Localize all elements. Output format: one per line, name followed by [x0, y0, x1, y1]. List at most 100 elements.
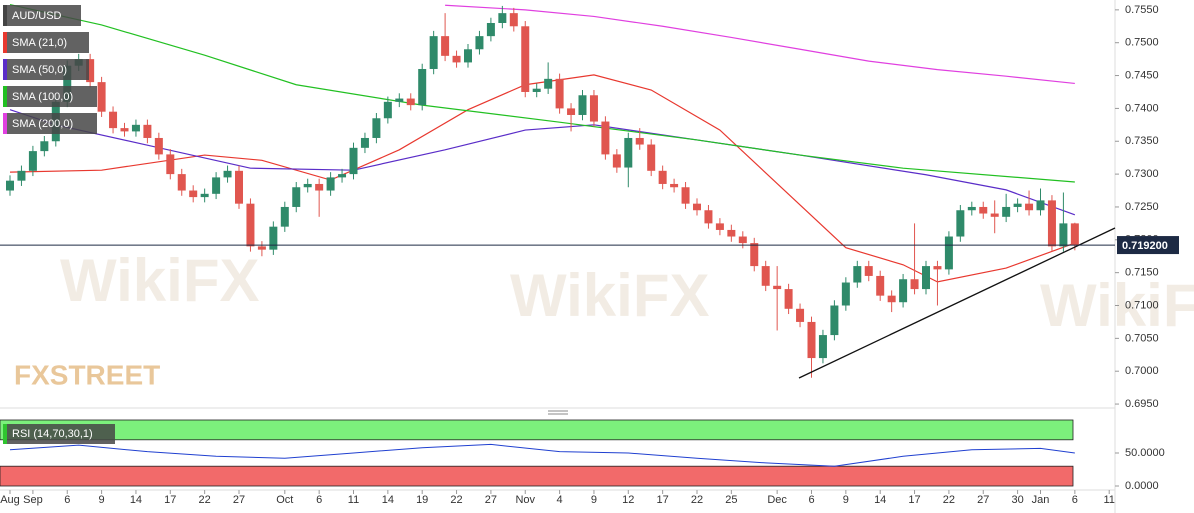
x-tick-label: 6	[64, 494, 70, 506]
rsi-tick-label: 0.0000	[1125, 480, 1159, 492]
trend-line	[798, 227, 1116, 379]
x-tick-label: 22	[450, 494, 462, 506]
oversold-zone	[0, 465, 1074, 487]
candle-body	[578, 95, 587, 115]
candle-body	[670, 183, 679, 188]
candle-body	[280, 206, 289, 227]
x-tick-label: 9	[591, 494, 597, 506]
candle-body	[315, 183, 324, 191]
candle-body	[876, 275, 885, 296]
candle-body	[922, 266, 930, 290]
x-tick-label: Nov	[515, 494, 535, 506]
x-tick-label: 22	[691, 494, 703, 506]
candle-body	[441, 36, 450, 56]
y-tick-label: 0.7250	[1125, 201, 1159, 213]
x-tick-label: 17	[657, 494, 669, 506]
panel-handle[interactable]	[548, 410, 568, 415]
candle-body	[1025, 203, 1034, 211]
watermark: WikiFX	[510, 262, 709, 329]
candle-body	[555, 78, 564, 109]
candle-body	[853, 266, 862, 283]
candle-body	[830, 305, 839, 336]
candle-body	[750, 243, 759, 267]
candle-body	[864, 266, 873, 276]
sma-line	[445, 4, 1075, 85]
legend-item: SMA (21,0)	[3, 32, 89, 53]
x-tick-label: 6	[316, 494, 322, 506]
candle-body	[624, 137, 633, 168]
legend-label: SMA (21,0)	[12, 37, 67, 49]
candle-body	[1059, 223, 1068, 247]
candle-body	[6, 180, 14, 191]
rsi-line	[9, 443, 1075, 467]
x-tick-label: 14	[874, 494, 886, 506]
legend-label: SMA (200,0)	[12, 118, 73, 130]
legend-swatch	[3, 32, 7, 53]
candle-body	[727, 229, 736, 237]
x-tick-label: 19	[416, 494, 428, 506]
x-tick-label: 12	[622, 494, 634, 506]
candle-body	[1070, 223, 1079, 246]
x-tick-label: 22	[943, 494, 955, 506]
x-tick-label: 17	[164, 494, 176, 506]
candle-body	[131, 124, 140, 132]
candle-body	[326, 177, 335, 191]
candle-body	[395, 98, 404, 102]
x-tick-label: 17	[908, 494, 920, 506]
sma-line	[9, 109, 1076, 216]
candle-body	[784, 289, 793, 309]
y-tick-label: 0.7350	[1125, 135, 1159, 147]
candle-body	[658, 170, 667, 184]
candle-body	[349, 147, 358, 175]
candle-body	[544, 78, 553, 89]
price-plot	[6, 4, 1079, 378]
y-tick-label: 0.7550	[1125, 4, 1159, 16]
candle-body	[887, 295, 896, 303]
candle-body	[406, 98, 415, 106]
legend-swatch	[3, 5, 7, 26]
legend-label: SMA (50,0)	[12, 64, 67, 76]
legend-box	[3, 32, 89, 53]
candle-body	[1002, 206, 1011, 217]
x-tick-label: Oct	[276, 494, 293, 506]
candle-body	[601, 121, 610, 155]
candle-body	[383, 101, 392, 119]
candle-body	[257, 246, 266, 250]
overbought-zone	[0, 419, 1074, 441]
rsi-tick-label: 50.0000	[1125, 447, 1165, 459]
candle-body	[910, 279, 919, 290]
candle-body	[235, 170, 243, 204]
x-tick-label: 14	[130, 494, 142, 506]
legend-label: AUD/USD	[12, 10, 62, 22]
y-tick-label: 0.7100	[1125, 299, 1159, 311]
x-tick-label: 11	[1103, 494, 1114, 506]
legend-item: AUD/USD	[3, 5, 81, 26]
candle-body	[166, 154, 175, 175]
x-tick-label: Dec	[767, 494, 787, 506]
candle-body	[635, 137, 644, 145]
candle-body	[532, 88, 541, 92]
candle-body	[818, 335, 827, 359]
x-tick-label: 6	[1072, 494, 1078, 506]
x-tick-label: 22	[199, 494, 211, 506]
candle-body	[956, 210, 965, 237]
x-tick-label: 30	[1011, 494, 1023, 506]
legend-box	[3, 59, 89, 80]
watermark: WikiFX	[60, 247, 259, 314]
candle-body	[246, 203, 255, 247]
candle-body	[418, 68, 427, 106]
legend-swatch	[3, 59, 7, 80]
candle-body	[612, 154, 621, 168]
legend-swatch	[3, 86, 7, 107]
candle-body	[944, 236, 953, 270]
legend-box	[3, 86, 97, 107]
y-tick-label: 0.7400	[1125, 102, 1159, 114]
x-tick-label: 25	[725, 494, 737, 506]
legend-box	[3, 5, 81, 26]
legend-label: SMA (100,0)	[12, 91, 73, 103]
candle-body	[475, 36, 484, 50]
candle-body	[967, 206, 976, 211]
candle-body	[693, 203, 701, 211]
candle-body	[773, 285, 782, 290]
